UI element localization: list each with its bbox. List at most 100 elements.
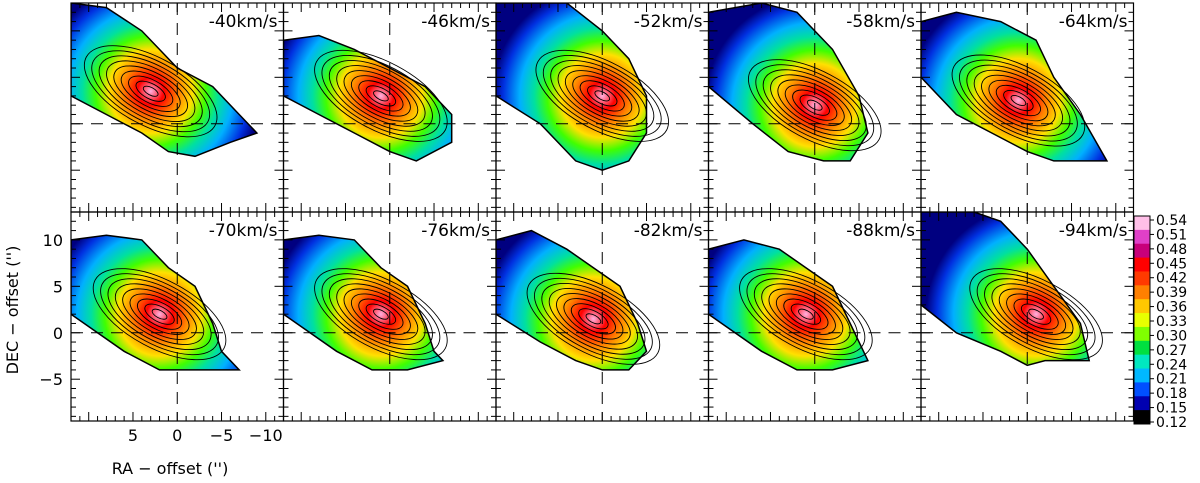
colorbar-swatch	[1134, 340, 1150, 356]
emission-region	[708, 3, 869, 162]
colorbar-swatch	[1134, 299, 1150, 314]
colorbar-swatch	[1134, 396, 1150, 411]
contour-line	[755, 64, 875, 147]
contour-line	[135, 80, 166, 102]
contour-line	[321, 54, 441, 137]
contour-line	[113, 65, 188, 117]
contour-line	[976, 273, 1096, 356]
channel-panel: -70km/s 5 0 −5 −10 10 5 0 −5	[39, 211, 285, 445]
contour-line	[548, 288, 639, 350]
contour-line	[995, 84, 1041, 117]
contour-line	[542, 54, 662, 137]
contour-line	[535, 49, 670, 142]
colorbar-swatch	[1134, 382, 1150, 397]
contour-set	[739, 268, 873, 361]
channel-panel: -58km/s	[707, 2, 922, 213]
y-tick-label: 0	[53, 324, 63, 343]
contour-line	[762, 69, 867, 142]
contour-line	[151, 308, 168, 320]
contour-line	[784, 84, 845, 126]
contour-set	[83, 45, 218, 138]
contour-line	[314, 49, 448, 142]
colorbar-label: 0.15	[1156, 401, 1187, 417]
x-tick-label: −10	[249, 426, 283, 445]
velocity-label: -64km/s	[1059, 12, 1128, 32]
contour-line	[790, 303, 822, 325]
colorbar-label: 0.33	[1156, 314, 1187, 330]
contour-line	[128, 75, 174, 107]
contour-line	[350, 293, 411, 335]
velocity-label: -94km/s	[1059, 221, 1128, 241]
channel-panel: -76km/s	[282, 211, 497, 422]
contour-line	[107, 278, 212, 351]
contour-line	[83, 45, 218, 138]
contour-line	[564, 70, 640, 122]
contour-line	[747, 59, 882, 152]
colorbar-swatch	[1134, 216, 1150, 231]
contour-line	[129, 293, 190, 335]
velocity-label: -52km/s	[634, 12, 703, 32]
colorbar-label: 0.18	[1156, 386, 1187, 402]
colorbar-label: 0.21	[1156, 372, 1187, 388]
contour-line	[746, 273, 866, 356]
contour-line	[1003, 89, 1034, 112]
colorbar-swatch	[1134, 368, 1150, 383]
colorbar: 0.540.510.480.450.420.390.360.330.300.27…	[1133, 213, 1187, 431]
velocity-label: -82km/s	[634, 221, 703, 241]
channel-panel: -64km/s	[920, 2, 1135, 213]
contour-line	[587, 85, 618, 107]
contour-line	[988, 79, 1049, 122]
channel-panel: -94km/s	[920, 211, 1135, 422]
colorbar-swatch	[1134, 313, 1150, 328]
contour-line	[144, 303, 175, 325]
x-tick-label: −5	[210, 426, 234, 445]
contour-line	[343, 70, 419, 122]
contour-line	[1028, 308, 1044, 320]
contour-line	[798, 308, 814, 320]
contour-line	[358, 298, 404, 330]
contour-line	[373, 308, 389, 320]
emission-region	[496, 3, 648, 171]
contour-line	[358, 80, 404, 112]
contour-line	[365, 303, 397, 325]
colorbar-label: 0.12	[1156, 415, 1187, 431]
colorbar-label: 0.24	[1156, 357, 1187, 373]
contour-line	[951, 54, 1086, 147]
contour-set	[535, 49, 670, 142]
contour-line	[570, 303, 616, 335]
contour-line	[136, 298, 183, 330]
channel-panel: -88km/s	[707, 211, 922, 422]
contour-line	[328, 60, 433, 132]
y-axis-label: DEC − offset ('')	[3, 246, 22, 375]
axis-labels: RA − offset ('') DEC − offset ('')	[3, 246, 228, 478]
contour-line	[792, 89, 838, 121]
contour-line	[739, 268, 873, 361]
colorbar-swatch	[1134, 243, 1150, 259]
contour-line	[550, 60, 655, 132]
contour-line	[541, 282, 646, 355]
contour-line	[336, 65, 426, 127]
channel-panel: -40km/s	[70, 2, 285, 213]
contour-line	[114, 283, 205, 345]
colorbar-swatch	[1134, 285, 1150, 300]
colorbar-swatch	[1134, 354, 1150, 370]
colorbar-label: 0.48	[1156, 242, 1187, 258]
contour-line	[783, 298, 829, 330]
y-tick-label: 5	[53, 277, 63, 296]
contour-line	[120, 70, 181, 112]
contour-line	[92, 268, 227, 361]
contour-line	[106, 60, 196, 123]
contour-line	[579, 80, 625, 112]
contour-line	[984, 278, 1089, 351]
contour-line	[1006, 293, 1067, 335]
contour-set	[747, 59, 882, 152]
colorbar-swatch	[1134, 257, 1150, 272]
contour-line	[1020, 303, 1052, 325]
contour-line	[350, 75, 411, 117]
velocity-label: -70km/s	[209, 221, 278, 241]
contour-line	[526, 272, 661, 365]
x-tick-label: 0	[172, 426, 182, 445]
channel-panel: -46km/s	[282, 2, 497, 213]
colorbar-label: 0.36	[1156, 300, 1187, 316]
contour-line	[1013, 298, 1059, 330]
